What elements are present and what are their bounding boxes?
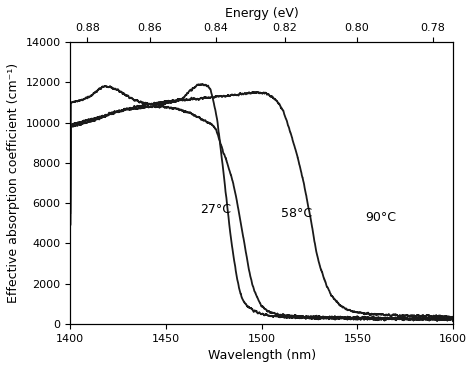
Text: 58°C: 58°C — [281, 207, 312, 220]
X-axis label: Energy (eV): Energy (eV) — [225, 7, 299, 20]
Text: 90°C: 90°C — [365, 211, 396, 224]
Y-axis label: Effective absorption coefficient (cm⁻¹): Effective absorption coefficient (cm⁻¹) — [7, 63, 20, 303]
X-axis label: Wavelength (nm): Wavelength (nm) — [208, 349, 316, 362]
Text: 27°C: 27°C — [201, 203, 231, 216]
